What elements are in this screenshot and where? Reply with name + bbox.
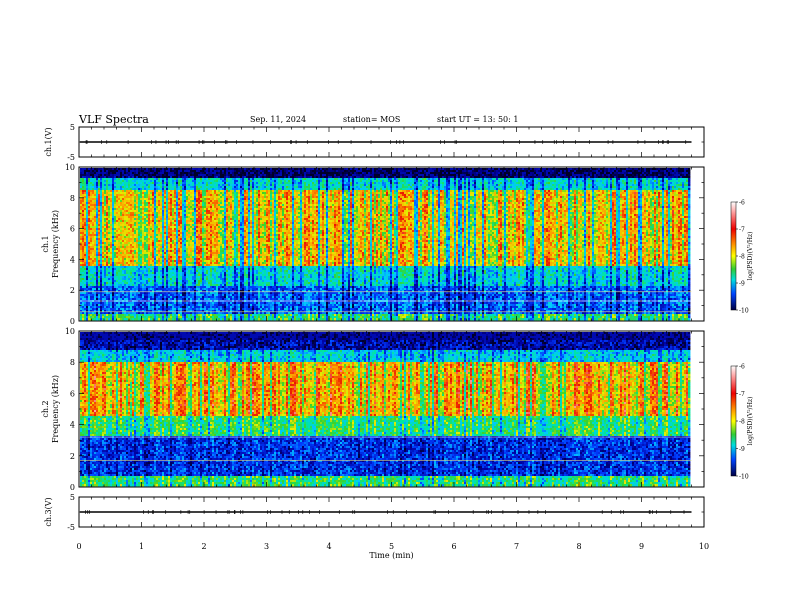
y-tick-label: 4 [70, 255, 75, 264]
colorbar-tick-label: -7 [739, 391, 745, 398]
y-tick-label: 8 [70, 358, 75, 367]
x-tick-label: 3 [264, 542, 269, 551]
colorbar-tick-label: -8 [739, 419, 745, 426]
spectrogram-ch2 [80, 332, 690, 486]
x-tick-label: 5 [389, 542, 394, 551]
y-axis-label: Frequency (kHz) [51, 375, 60, 443]
x-tick-label: 1 [139, 542, 144, 551]
colorbar-tick-label: -9 [739, 446, 745, 453]
y-tick-label: 2 [70, 286, 75, 295]
x-tick-label: 9 [639, 542, 644, 551]
y-tick-label: 6 [70, 389, 75, 398]
colorbar-tick-label: -10 [739, 474, 749, 481]
y-axis-label: ch.1(V) [44, 127, 53, 156]
x-tick-label: 4 [326, 542, 331, 551]
spectrogram-ch1 [80, 168, 690, 320]
y-axis-label: ch.3(V) [44, 497, 53, 526]
y-tick-label: 5 [70, 123, 75, 132]
y-tick-label: 2 [70, 452, 75, 461]
colorbar-label: log(PSD)(V²/Hz) [747, 397, 754, 446]
colorbar [731, 366, 736, 476]
y-tick-label: 6 [70, 225, 75, 234]
y-axis-label: Frequency (kHz) [51, 210, 60, 278]
y-tick-label: 8 [70, 194, 75, 203]
colorbar-tick-label: -6 [739, 200, 745, 207]
y-tick-label: -5 [67, 523, 75, 532]
colorbar-tick-label: -10 [739, 308, 749, 315]
x-tick-label: 8 [576, 542, 581, 551]
y-tick-label: 5 [70, 493, 75, 502]
x-tick-label: 6 [451, 542, 456, 551]
y-tick-label: 10 [65, 327, 75, 336]
x-tick-label: 0 [76, 542, 81, 551]
y-tick-label: 0 [70, 483, 75, 492]
plot-area: 5-5ch.1(V)0246810ch.1 Frequency (kHz)-6-7… [0, 0, 792, 612]
y-tick-label: 10 [65, 163, 75, 172]
x-tick-label: 7 [514, 542, 519, 551]
vlf-spectra-figure: VLF Spectra Sep. 11, 2024 station= MOS s… [0, 0, 792, 612]
colorbar-tick-label: -6 [739, 364, 745, 371]
y-tick-label: -5 [67, 153, 75, 162]
y-tick-label: 4 [70, 421, 75, 430]
x-tick-label: 10 [699, 542, 709, 551]
x-tick-label: 2 [201, 542, 206, 551]
colorbar-label: log(PSD)(V²/Hz) [747, 232, 754, 281]
x-axis-label: Time (min) [369, 551, 413, 560]
colorbar-tick-label: -9 [739, 281, 745, 288]
channel-label: ch.1 [41, 235, 50, 252]
colorbar [731, 202, 736, 310]
colorbar-tick-label: -8 [739, 254, 745, 261]
colorbar-tick-label: -7 [739, 227, 745, 234]
channel-label: ch.2 [41, 400, 50, 417]
y-tick-label: 0 [70, 317, 75, 326]
